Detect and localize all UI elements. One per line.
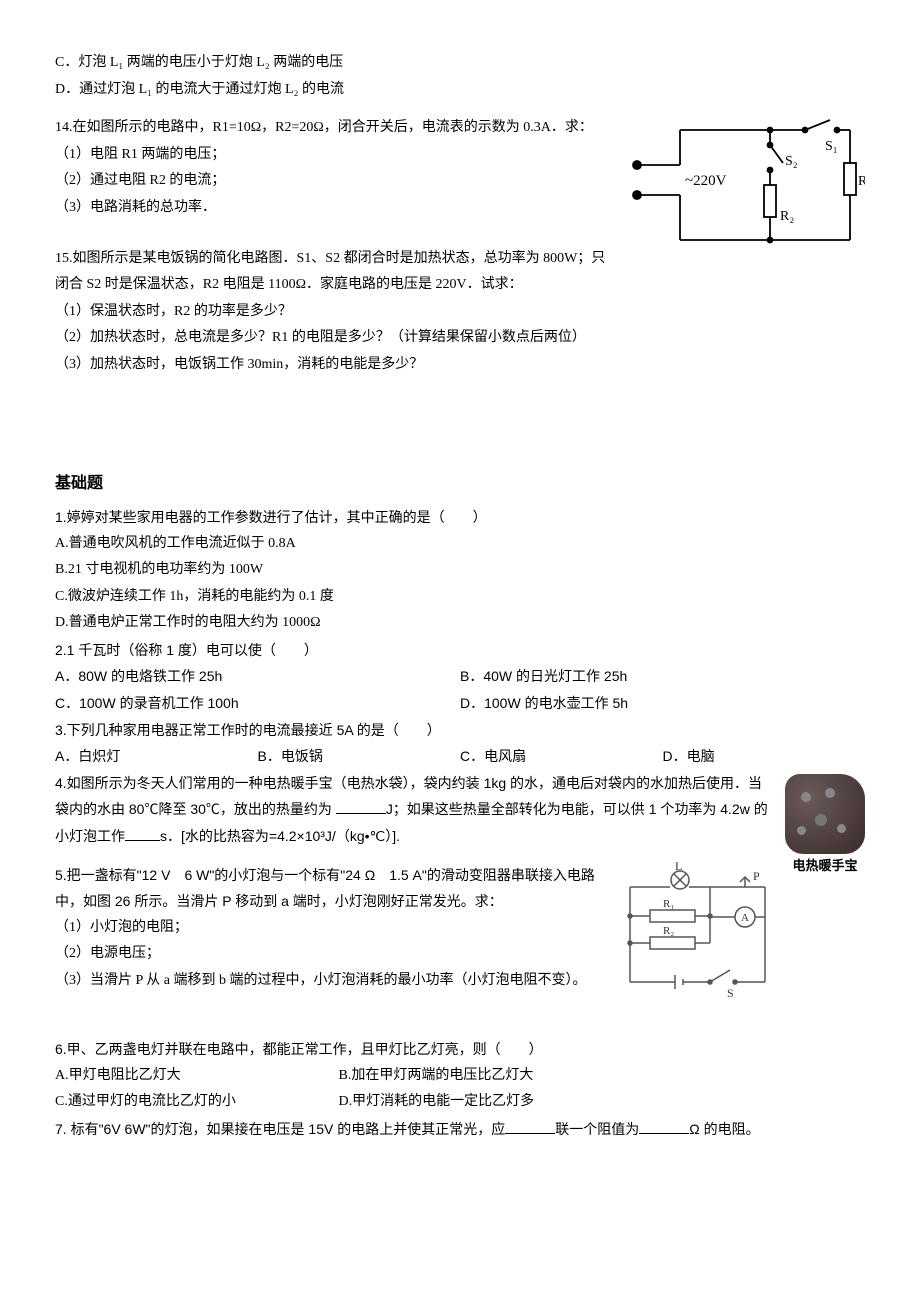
q2-c: C．100W 的录音机工作 100h <box>55 690 460 717</box>
q1-d: D.普通电炉正常工作时的电阻大约为 1000Ω <box>55 610 865 637</box>
q6-stem: 6.甲、乙两盏电灯并联在电路中，都能正常工作，且甲灯比乙灯亮，则（ ） <box>55 1036 865 1063</box>
rheo-p: P <box>753 869 760 883</box>
circuit-r1-label: R₁ <box>858 174 865 189</box>
heater-figure: 电热暖手宝 <box>785 774 865 879</box>
q1-a: A.普通电吹风机的工作电流近似于 0.8A <box>55 531 865 558</box>
rheo-r2: R₂ <box>663 925 674 937</box>
q15-p3: （3）加热状态时，电饭锅工作 30min，消耗的电能是多少？ <box>55 352 865 379</box>
q2-b: B．40W 的日光灯工作 25h <box>460 663 865 690</box>
basic-section-title: 基础题 <box>55 469 865 499</box>
circuit-voltage-label: ~220V <box>685 173 727 189</box>
q3-a: A．白炽灯 <box>55 743 258 770</box>
circuit-r2-label: R₂ <box>780 209 794 224</box>
q4-blank-2 <box>125 826 160 841</box>
q3-stem: 3.下列几种家用电器正常工作时的电流最接近 5A 的是（ ） <box>55 717 865 744</box>
circuit-s1-label: S₁ <box>825 139 838 154</box>
q2-a: A．80W 的电烙铁工作 25h <box>55 663 460 690</box>
q2-stem: 2.1 千瓦时（俗称 1 度）电可以使（ ） <box>55 637 865 664</box>
rheo-a: A <box>741 912 749 924</box>
option-c: C．灯泡 L₁ 两端的电压小于灯炮 L₂ 两端的电压 <box>55 50 865 77</box>
q6-c: C.通过甲灯的电流比乙灯的小 <box>55 1089 339 1116</box>
option-d: D．通过灯泡 L₁ 的电流大于通过灯炮 L₂ 的电流 <box>55 77 865 104</box>
circuit-diagram-q15: ~220V S₁ S₂ R₂ R₁ <box>625 115 865 266</box>
q4-text: 4.如图所示为冬天人们常用的一种电热暖手宝（电热水袋），袋内约装 1kg 的水，… <box>55 770 865 850</box>
circuit-s2-label: S₂ <box>785 154 798 169</box>
rheo-l: L <box>675 862 682 873</box>
q6-d: D.甲灯消耗的电能一定比乙灯多 <box>339 1089 866 1116</box>
q7-text: 7. 标有"6V 6W"的灯泡，如果接在电压是 15V 的电路上并使其正常光，应… <box>55 1116 865 1143</box>
q3-b: B．电饭锅 <box>258 743 461 770</box>
q6-a: A.甲灯电阻比乙灯大 <box>55 1063 339 1090</box>
q2-d: D．100W 的电水壶工作 5h <box>460 690 865 717</box>
q3-d: D．电脑 <box>663 743 866 770</box>
rheo-s: S <box>727 986 734 1000</box>
rheostat-figure: L P R₁ R₂ A S <box>615 862 775 1013</box>
q3-c: C．电风扇 <box>460 743 663 770</box>
q1-c: C.微波炉连续工作 1h，消耗的电能约为 0.1 度 <box>55 584 865 611</box>
heater-caption: 电热暖手宝 <box>785 854 865 879</box>
heater-image <box>785 774 865 854</box>
q1-b: B.21 寸电视机的电功率约为 100W <box>55 557 865 584</box>
q7-blank-1 <box>505 1119 555 1134</box>
q6-b: B.加在甲灯两端的电压比乙灯大 <box>339 1063 866 1090</box>
q15-p2: （2）加热状态时，总电流是多少？R1 的电阻是多少？（计算结果保留小数点后两位） <box>55 325 865 352</box>
q15-p1: （1）保温状态时，R2 的功率是多少？ <box>55 299 865 326</box>
q7-blank-2 <box>639 1119 689 1134</box>
rheo-r1: R₁ <box>663 898 674 910</box>
q4-blank-1 <box>336 799 386 814</box>
q1-stem: 1.婷婷对某些家用电器的工作参数进行了估计，其中正确的是（ ） <box>55 504 865 531</box>
